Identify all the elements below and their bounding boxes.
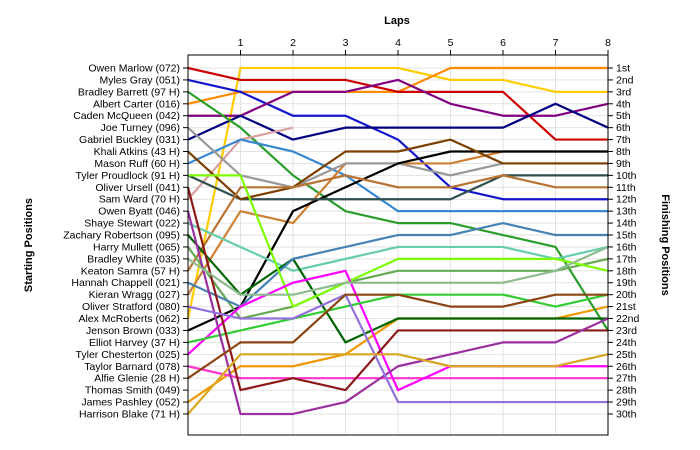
driver-label: James Pashley (052) [81,397,180,409]
finish-label: 14th [616,218,637,230]
finish-label: 26th [616,361,637,373]
driver-line [187,353,609,415]
driver-line [187,222,609,272]
driver-line [186,66,608,319]
x-tick-label: 2 [290,37,296,49]
x-tick-label: 3 [343,37,349,49]
y-axis-label-left: Starting Positions [23,198,35,292]
finish-label: 19th [616,277,637,289]
driver-label: Joe Turney (096) [101,122,180,134]
finish-label: 29th [616,397,637,409]
finishing-position-labels: 1st2nd3rd4th5th6th7th8th9th10th11th12th1… [608,63,640,420]
driver-label: Taylor Barnard (078) [84,361,180,373]
driver-line [187,221,608,308]
driver-line [187,78,608,201]
driver-label: Caden McQueen (042) [73,110,180,122]
finish-label: 28th [616,385,637,397]
finish-label: 13th [616,206,637,218]
driver-line [188,78,609,117]
finish-label: 2nd [616,74,634,86]
driver-label: Harrison Blake (71 H) [79,408,180,420]
driver-line [187,138,608,213]
driver-line [187,102,609,141]
driver-label: Alex McRoberts (062) [78,313,180,325]
x-tick-label: 7 [553,37,559,49]
chart-title: Laps [384,15,410,27]
driver-label: Harry Mullett (065) [93,241,180,253]
finish-label: 1st [616,63,630,75]
finish-label: 17th [616,253,637,265]
driver-line [187,174,608,201]
driver-label: Owen Marlow (072) [88,63,180,75]
driver-line [187,365,608,380]
driver-label: Shaye Stewart (022) [84,218,180,230]
driver-line [187,246,609,320]
finish-label: 4th [616,98,631,110]
finish-label: 21st [616,301,636,313]
x-axis-ticks: 1 2 3 4 5 6 7 8 [238,37,611,55]
driver-label: Jenson Brown (033) [86,325,180,337]
finish-label: 7th [616,134,631,146]
driver-line [187,150,608,332]
driver-label: Bradley White (035) [87,253,180,265]
driver-label: Myles Gray (051) [99,74,180,86]
driver-label: Keaton Samra (57 H) [81,265,180,277]
driver-line [187,234,608,344]
finish-label: 12th [616,194,637,206]
driver-line [187,138,608,201]
driver-label: Bradley Barrett (97 H) [78,86,180,98]
finish-label: 3rd [616,86,631,98]
finish-label: 30th [616,408,637,420]
driver-label: Zachary Robertson (095) [63,230,180,242]
finish-label: 16th [616,241,637,253]
x-tick-label: 6 [500,37,506,49]
driver-label: Owen Byatt (046) [98,206,180,218]
x-tick-label: 8 [605,37,611,49]
finish-label: 27th [616,373,637,385]
driver-label: Tyler Proudlock (91 H) [76,170,180,182]
x-tick-label: 1 [238,37,244,49]
chart-series [186,66,609,416]
finish-label: 24th [616,337,637,349]
x-tick-label: 4 [395,37,401,49]
finish-label: 23rd [616,325,637,337]
driver-label: Gabriel Buckley (031) [79,134,180,146]
finish-label: 20th [616,289,637,301]
driver-line [186,210,609,416]
finish-label: 22nd [616,313,640,325]
finish-label: 15th [616,230,637,242]
starting-position-labels: Owen Marlow (072)Myles Gray (051)Bradley… [63,63,188,420]
driver-line [188,174,609,308]
driver-line [187,293,608,404]
driver-line [187,293,608,380]
driver-line [187,174,608,272]
driver-label: Kieran Wragg (027) [89,289,180,301]
driver-label: Elliot Harvey (37 H) [89,337,180,349]
driver-label: Thomas Smith (049) [85,385,180,397]
driver-label: Albert Carter (016) [93,98,180,110]
driver-label: Tyler Chesterton (025) [76,349,180,361]
finish-label: 6th [616,122,631,134]
finish-label: 8th [616,146,631,158]
finish-label: 18th [616,265,637,277]
finish-label: 5th [616,110,631,122]
driver-label: Mason Ruff (60 H) [94,158,180,170]
driver-line [187,66,608,141]
driver-line [186,187,608,392]
driver-label: Hannah Chappell (021) [71,277,180,289]
finish-label: 11th [616,182,636,194]
driver-line [187,245,609,296]
driver-label: Khali Atkins (43 H) [94,146,180,158]
finish-label: 25th [616,349,637,361]
x-tick-label: 5 [448,37,454,49]
y-axis-label-right: Finishing Positions [659,194,671,295]
driver-label: Oliver Ursell (041) [95,182,180,194]
finish-label: 9th [616,158,631,170]
finish-label: 10th [616,170,637,182]
driver-label: Alfie Glenie (28 H) [94,373,180,385]
driver-label: Sam Ward (70 H) [99,194,180,206]
driver-label: Oliver Stratford (080) [82,301,180,313]
